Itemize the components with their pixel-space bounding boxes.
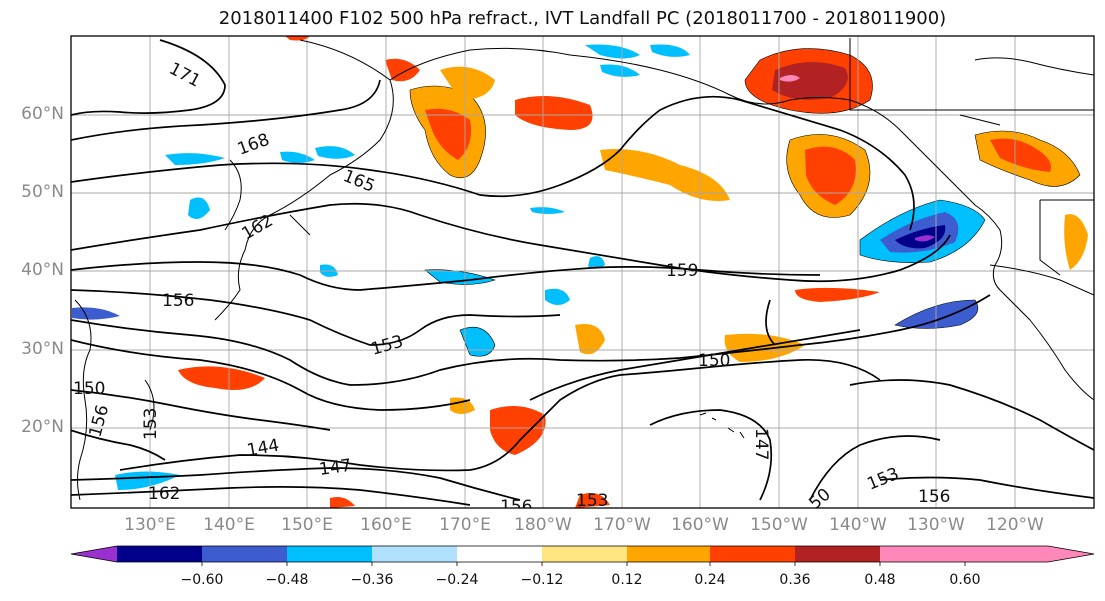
contour-label: 153 bbox=[141, 408, 161, 440]
colorbar-tick-label: −0.24 bbox=[435, 572, 479, 588]
latitude-label: 50°N bbox=[21, 182, 64, 202]
latitude-label: 60°N bbox=[21, 104, 64, 124]
colorbar-tick-label: 0.60 bbox=[949, 572, 981, 588]
contour-label: 150 bbox=[698, 351, 730, 371]
longitude-label: 170°E bbox=[439, 515, 491, 535]
contour-label: 147 bbox=[751, 428, 771, 460]
longitude-label: 140°E bbox=[203, 515, 255, 535]
map-frame bbox=[70, 35, 1095, 509]
contour-label: 156 bbox=[918, 487, 950, 507]
colorbar-segment bbox=[880, 546, 965, 562]
colorbar-segment bbox=[117, 546, 202, 562]
colorbar-tick-label: 0.36 bbox=[779, 572, 811, 588]
longitude-label: 130°W bbox=[907, 515, 965, 535]
colorbar-segment bbox=[457, 546, 542, 562]
contour-label: 150 bbox=[73, 379, 105, 399]
longitude-label: 140°W bbox=[829, 515, 887, 535]
colorbar-extend-low bbox=[71, 546, 117, 562]
contour-label: 147 bbox=[318, 456, 353, 480]
latitude-label: 20°N bbox=[21, 417, 64, 437]
latitude-label: 40°N bbox=[21, 260, 64, 280]
contour-label: 156 bbox=[162, 291, 194, 311]
colorbar-segment bbox=[795, 546, 880, 562]
longitude-label: 170°W bbox=[593, 515, 651, 535]
colorbar-tick-label: −0.36 bbox=[350, 572, 394, 588]
colorbar-segment bbox=[287, 546, 372, 562]
colorbar-tick-label: 0.24 bbox=[694, 572, 726, 588]
colorbar-segment bbox=[710, 546, 795, 562]
longitude-label: 180°W bbox=[514, 515, 572, 535]
ivt-shading bbox=[72, 36, 1088, 508]
contour-label: 156 bbox=[500, 497, 532, 517]
longitude-label: 150°E bbox=[281, 515, 333, 535]
longitude-label: 120°W bbox=[986, 515, 1044, 535]
refractivity-contours bbox=[71, 39, 1094, 506]
coastlines bbox=[74, 38, 1094, 501]
latitude-label: 30°N bbox=[21, 339, 64, 359]
contour-label: 153 bbox=[576, 491, 608, 511]
longitude-label: 130°E bbox=[124, 515, 176, 535]
colorbar-tick-label: −0.12 bbox=[520, 572, 564, 588]
colorbar-segment bbox=[542, 546, 627, 562]
colorbar-segment bbox=[202, 546, 287, 562]
longitude-label: 160°W bbox=[671, 515, 729, 535]
colorbar-tick-label: −0.48 bbox=[265, 572, 309, 588]
colorbar-tick-label: −0.60 bbox=[180, 572, 224, 588]
colorbar-extend-high bbox=[965, 546, 1094, 562]
colorbar-segment bbox=[627, 546, 710, 562]
contour-labels: 171 168 165 162 159 156 153 150 150 156 … bbox=[73, 59, 950, 517]
colorbar-segment bbox=[372, 546, 457, 562]
map-title: 2018011400 F102 500 hPa refract., IVT La… bbox=[218, 8, 947, 29]
colorbar-tick-label: 0.48 bbox=[864, 572, 896, 588]
longitude-label: 160°E bbox=[360, 515, 412, 535]
longitude-label: 150°W bbox=[750, 515, 808, 535]
colorbar bbox=[70, 545, 1095, 566]
contour-label: 162 bbox=[148, 484, 180, 504]
colorbar-tick-label: 0.12 bbox=[611, 572, 643, 588]
contour-label: 159 bbox=[666, 261, 698, 281]
